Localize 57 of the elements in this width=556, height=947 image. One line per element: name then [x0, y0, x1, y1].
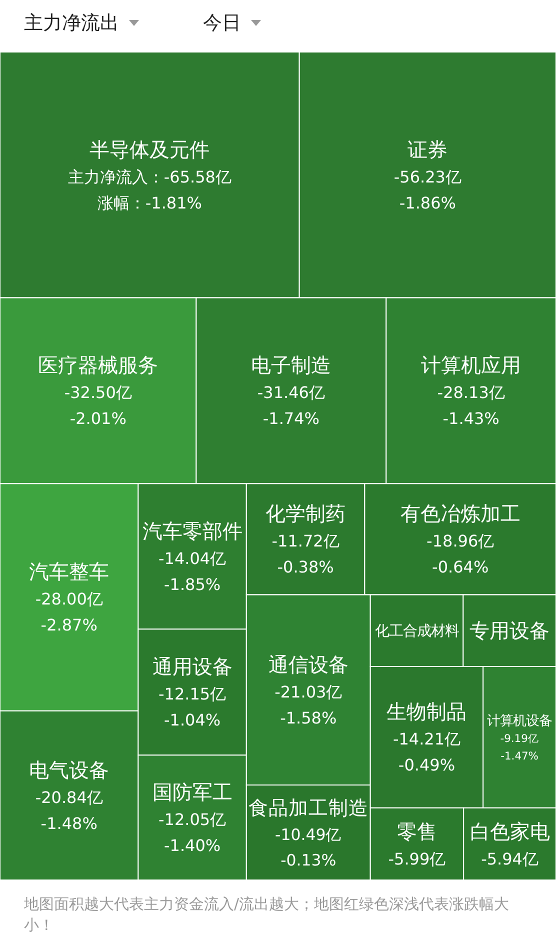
- category-label: 有色冶炼加工: [400, 502, 520, 526]
- category-label: 电子制造: [251, 353, 332, 378]
- data-label: -0.38%: [277, 558, 334, 577]
- data-label: -1.40%: [164, 836, 221, 856]
- category-label: 专用设备: [470, 618, 550, 643]
- data-label: -1.43%: [442, 409, 500, 428]
- category-label: 通信设备: [268, 652, 348, 676]
- text: 地图面积越大代表主力资金流入/流出越大；地图红绿色深浅代表涨跌幅大小！: [24, 894, 510, 936]
- data-label: -14.04亿: [158, 548, 226, 568]
- data-label: -0.49%: [398, 756, 456, 775]
- data-label: -0.13%: [280, 850, 336, 870]
- category-label: 化学制药: [266, 502, 346, 526]
- data-label: -1.58%: [280, 708, 337, 728]
- category-label: 零售: [396, 819, 437, 844]
- category-label: 白色家电: [470, 819, 550, 844]
- data-label: -14.21亿: [392, 730, 461, 749]
- category-label: 国防军工: [152, 780, 232, 804]
- data-label: -10.49亿: [275, 824, 342, 844]
- data-label: -1.48%: [40, 814, 98, 833]
- data-label: 涨幅：-1.81%: [97, 193, 202, 212]
- data-label: -9.19亿: [500, 732, 539, 746]
- text: 今日: [203, 11, 241, 36]
- data-label: -28.00亿: [35, 590, 103, 609]
- data-label: -1.85%: [164, 574, 221, 594]
- category-label: 电气设备: [29, 758, 110, 782]
- data-label: -1.47%: [500, 750, 538, 763]
- data-label: -32.50亿: [64, 383, 132, 402]
- category-label: 通用设备: [152, 654, 232, 679]
- data-label: -20.84亿: [35, 788, 103, 807]
- data-label: -12.15亿: [158, 684, 226, 704]
- data-label: -1.74%: [262, 409, 320, 428]
- category-label: 化工合成材料: [374, 624, 459, 640]
- data-label: -5.99亿: [388, 849, 446, 868]
- data-label: 主力净流入：-65.58亿: [68, 167, 232, 186]
- category-label: 计算机应用: [421, 353, 522, 378]
- data-label: -28.13亿: [437, 383, 505, 402]
- data-label: -0.64%: [432, 558, 489, 577]
- data-label: -12.05亿: [158, 810, 226, 830]
- data-label: -1.04%: [164, 710, 221, 730]
- data-label: -21.03亿: [274, 682, 342, 702]
- category-label: 医疗器械服务: [38, 353, 158, 378]
- data-label: -2.01%: [70, 409, 126, 428]
- category-label: 计算机设备: [487, 714, 552, 729]
- category-label: 食品加工制造: [248, 796, 368, 820]
- data-label: -56.23亿: [394, 167, 462, 186]
- data-label: -2.87%: [40, 616, 98, 635]
- text: 主力净流出: [24, 11, 119, 36]
- data-label: -5.94亿: [481, 849, 538, 868]
- data-label: -1.86%: [399, 193, 456, 212]
- category-label: 证券: [408, 137, 448, 162]
- category-label: 汽车整车: [29, 560, 110, 584]
- category-label: 生物制品: [386, 700, 467, 724]
- data-label: -18.96亿: [426, 532, 494, 551]
- category-label: 汽车零部件: [142, 518, 242, 543]
- data-label: -11.72亿: [272, 532, 340, 551]
- category-label: 半导体及元件: [90, 137, 210, 162]
- data-label: -31.46亿: [257, 383, 325, 402]
